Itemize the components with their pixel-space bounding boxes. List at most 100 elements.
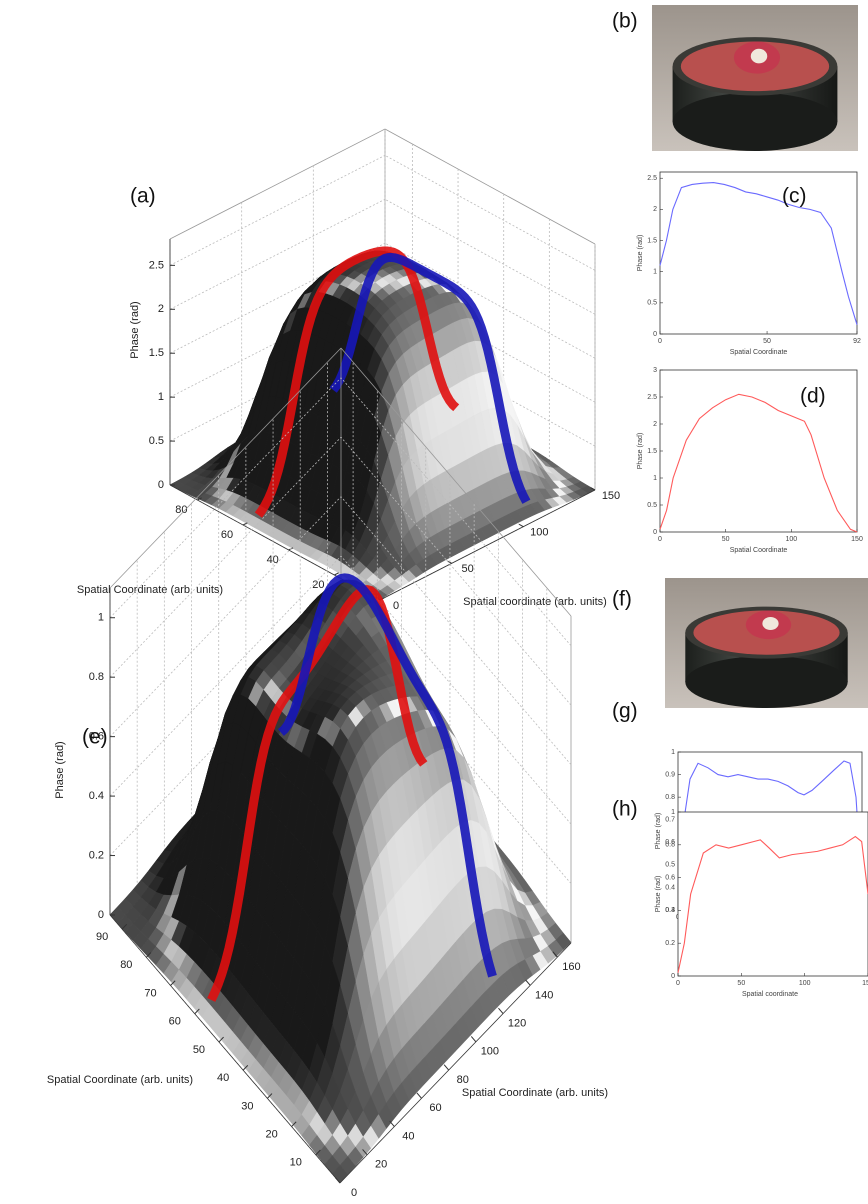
x-tick-label: 50 xyxy=(763,338,771,345)
tick-mark xyxy=(334,573,338,575)
x-tick-label: 90 xyxy=(96,931,108,943)
y-tick-label: 1 xyxy=(653,269,657,276)
x-tick-label: 10 xyxy=(290,1157,302,1169)
y-axis-label: Spatial Coordinate (arb. units) xyxy=(462,1087,608,1099)
photo-cylinder xyxy=(673,93,838,151)
z-tick-label: 0.2 xyxy=(89,849,104,861)
x-tick-label: 0 xyxy=(676,980,680,987)
z-tick-label: 1 xyxy=(158,391,164,403)
y-tick-label: 120 xyxy=(508,1017,526,1029)
y-tick-label: 0.4 xyxy=(665,907,675,914)
panel-label: (a) xyxy=(130,185,156,208)
y-tick-label: 0.5 xyxy=(647,300,657,307)
y-tick-label: 0 xyxy=(653,529,657,536)
box-edge xyxy=(170,129,385,239)
panel-label: (e) xyxy=(82,726,108,749)
y-tick-label: 0.8 xyxy=(665,794,675,801)
y-tick-label: 0.5 xyxy=(665,862,675,869)
x-tick-label: 60 xyxy=(169,1016,181,1028)
z-tick-label: 0 xyxy=(98,909,104,921)
y-tick-label: 2 xyxy=(653,421,657,428)
x-tick-label: 100 xyxy=(785,536,797,543)
y-tick-label: 1 xyxy=(671,809,675,816)
y-tick-label: 2 xyxy=(653,206,657,213)
y-tick-label: 0.7 xyxy=(665,817,675,824)
y-tick-label: 40 xyxy=(402,1130,414,1142)
y-tick-label: 1 xyxy=(671,749,675,756)
y-axis-label: Phase (rad) xyxy=(655,876,662,913)
y-tick-label: 0 xyxy=(393,600,399,612)
panel-label: (f) xyxy=(612,588,632,611)
y-axis-label: Phase (rad) xyxy=(655,813,662,850)
y-axis-label: Phase (rad) xyxy=(637,235,644,272)
x-tick-label: 70 xyxy=(144,987,156,999)
x-tick-label: 50 xyxy=(193,1044,205,1056)
x-tick-label: 50 xyxy=(737,980,745,987)
y-tick-label: 60 xyxy=(429,1102,441,1114)
y-tick-label: 160 xyxy=(562,961,580,973)
y-tick-label: 0 xyxy=(671,973,675,980)
y-tick-label: 0.2 xyxy=(665,940,675,947)
y-tick-label: 100 xyxy=(530,527,548,539)
y-tick-label: 1.5 xyxy=(647,237,657,244)
x-tick-label: 100 xyxy=(799,980,811,987)
y-tick-label: 140 xyxy=(535,989,553,1001)
z-axis-label: Phase (rad) xyxy=(129,301,141,358)
y-axis-label: Spatial coordinate (arb. units) xyxy=(463,596,607,608)
z-axis-label: Phase (rad) xyxy=(54,741,66,798)
panel-label: (g) xyxy=(612,700,638,723)
x-axis-label: Spatial Coordinate (arb. units) xyxy=(47,1074,193,1086)
x-tick-label: 150 xyxy=(862,980,868,987)
box-edge xyxy=(385,129,595,244)
grid-line xyxy=(385,155,595,270)
z-tick-label: 0.5 xyxy=(149,435,164,447)
x-tick-label: 20 xyxy=(265,1128,277,1140)
y-tick-label: 1.5 xyxy=(647,448,657,455)
tick-mark xyxy=(417,1093,422,1098)
panel-label: (h) xyxy=(612,798,638,821)
y-tick-label: 100 xyxy=(481,1046,499,1058)
y-tick-label: 3 xyxy=(653,367,657,374)
z-tick-label: 0 xyxy=(158,479,164,491)
x-tick-label: 60 xyxy=(221,529,233,541)
z-tick-label: 1 xyxy=(98,612,104,624)
y-tick-label: 150 xyxy=(602,490,620,502)
photo-cylinder xyxy=(685,656,847,708)
y-tick-label: 1 xyxy=(653,475,657,482)
y-axis-label: Phase (rad) xyxy=(637,433,644,470)
photo-object xyxy=(762,617,778,630)
tick-mark xyxy=(526,980,531,985)
y-tick-label: 0.8 xyxy=(665,842,675,849)
x-axis-label: Spatial Coordinate xyxy=(730,547,788,554)
x-tick-label: 40 xyxy=(217,1072,229,1084)
y-tick-label: 0 xyxy=(653,331,657,338)
x-tick-label: 80 xyxy=(120,959,132,971)
panel-label: (c) xyxy=(782,185,807,208)
y-tick-label: 20 xyxy=(375,1159,387,1171)
y-tick-label: 0.9 xyxy=(665,771,675,778)
figure: 00.511.522.5020406080050100150Spatial Co… xyxy=(0,0,868,1204)
y-tick-label: 2.5 xyxy=(647,175,657,182)
y-tick-label: 0.6 xyxy=(665,874,675,881)
tick-mark xyxy=(471,1036,476,1041)
x-tick-label: 0 xyxy=(658,536,662,543)
z-tick-label: 2 xyxy=(158,303,164,315)
tick-mark xyxy=(519,524,523,526)
y-tick-label: 0 xyxy=(351,1187,357,1199)
x-axis-label: Spatial Coordinate xyxy=(730,349,788,356)
tick-mark xyxy=(243,523,247,525)
x-tick-label: 20 xyxy=(312,579,324,591)
grid-line xyxy=(170,155,385,265)
x-tick-label: 30 xyxy=(241,1100,253,1112)
x-tick-label: 0 xyxy=(658,338,662,345)
plot-frame xyxy=(660,370,857,532)
y-tick-label: 0.5 xyxy=(647,502,657,509)
x-tick-label: 92 xyxy=(853,338,861,345)
x-tick-label: 150 xyxy=(851,536,863,543)
x-tick-label: 50 xyxy=(722,536,730,543)
z-tick-label: 2.5 xyxy=(149,259,164,271)
plot-frame xyxy=(678,812,868,976)
tick-mark xyxy=(390,1121,395,1126)
panel-label: (d) xyxy=(800,385,826,408)
panel-label: (b) xyxy=(612,10,638,33)
